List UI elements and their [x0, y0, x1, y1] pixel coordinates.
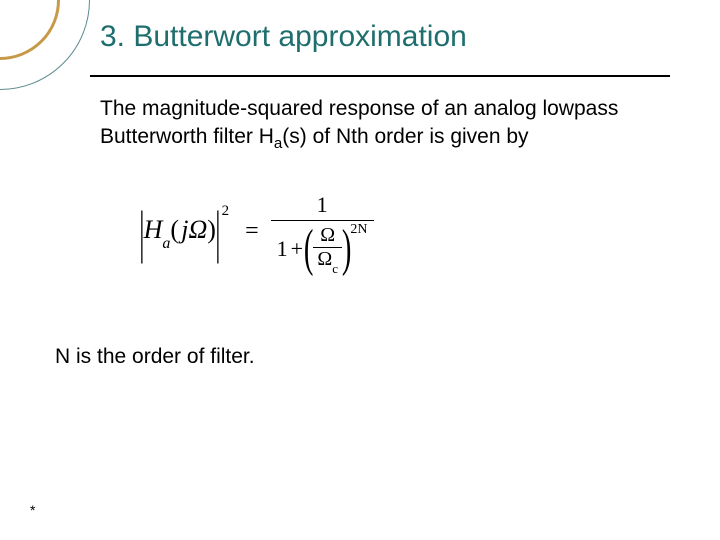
slide-title-wrap: 3. Butterwort approximation — [100, 20, 660, 54]
paren-right: ) — [342, 226, 352, 273]
rhs-numerator: 1 — [309, 190, 336, 220]
den-one: 1 — [277, 236, 288, 262]
paren-left: ( — [304, 226, 314, 273]
title-underline — [90, 75, 670, 77]
inner-den: Ωc — [313, 248, 342, 274]
formula-lhs: Ha( jΩ) — [144, 215, 216, 249]
abs-bar-right: | — [215, 203, 220, 261]
rhs-fraction: 1 1 + ( Ω Ωc ) 2N — [271, 190, 374, 274]
formula-row: | Ha( jΩ) | 2 = 1 1 + ( Ω Ωc ) 2N — [140, 190, 570, 274]
inner-fraction: Ω Ωc — [313, 224, 342, 274]
inner-den-omega: Ω — [317, 248, 332, 270]
abs-bar-left: | — [139, 203, 144, 261]
intro-line2a: Butterworth filter H — [100, 125, 274, 148]
lhs-H: H — [144, 215, 163, 244]
equals-sign: = — [245, 218, 259, 245]
inner-den-sub: c — [332, 261, 338, 276]
den-plus: + — [291, 236, 303, 262]
lhs-omega: Ω — [188, 215, 207, 244]
lhs-sub: a — [162, 235, 170, 252]
slide-title: 3. Butterwort approximation — [100, 20, 660, 54]
rhs-denominator: 1 + ( Ω Ωc ) 2N — [271, 221, 374, 274]
lhs-squared: 2 — [222, 203, 230, 220]
lhs-open: ( — [170, 215, 179, 244]
intro-paragraph: The magnitude-squared response of an ana… — [100, 95, 660, 155]
exponent-2n: 2N — [350, 222, 367, 238]
inner-num: Ω — [316, 224, 339, 247]
intro-line2b: (s) of Nth order is given by — [282, 125, 528, 148]
order-note: N is the order of filter. — [55, 345, 255, 369]
butterworth-formula: | Ha( jΩ) | 2 = 1 1 + ( Ω Ωc ) 2N — [140, 190, 570, 274]
footnote-marker: * — [30, 502, 35, 518]
intro-line1: The magnitude-squared response of an ana… — [100, 97, 618, 120]
